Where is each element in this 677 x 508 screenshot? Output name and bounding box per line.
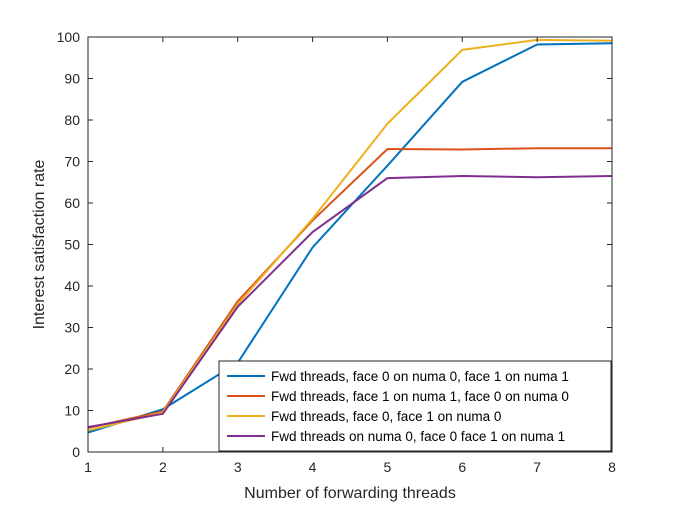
x-tick-label: 1 [84,459,92,475]
y-tick-label: 90 [64,71,80,87]
y-axis-label: Interest satisfaction rate [31,159,48,329]
y-tick-label: 100 [57,29,81,45]
legend-box [218,360,612,452]
x-tick-label: 2 [159,459,167,475]
legend: Fwd threads, face 0 on numa 0, face 1 on… [218,360,612,452]
legend-label-2: Fwd threads, face 1 on numa 1, face 0 on… [271,389,569,404]
series-layer [87,38,613,434]
y-tick-label: 60 [64,195,80,211]
x-tick-label: 3 [234,459,242,475]
x-tick-label: 5 [384,459,392,475]
x-axis-label: Number of forwarding threads [244,485,456,502]
legend-label-4: Fwd threads on numa 0, face 0 face 1 on … [271,429,565,444]
series-line-1 [87,42,613,434]
x-tick-label: 7 [533,459,541,475]
y-tick-label: 40 [64,278,80,294]
y-tick-label: 0 [72,444,80,460]
y-tick-label: 50 [64,237,80,253]
y-tick-label: 80 [64,112,80,128]
y-tick-label: 10 [64,403,80,419]
legend-label-1: Fwd threads, face 0 on numa 0, face 1 on… [271,369,569,384]
series-line-4 [87,175,613,429]
x-tick-label: 6 [458,459,466,475]
x-tick-label: 8 [608,459,616,475]
y-tick-label: 70 [64,154,80,170]
y-tick-label: 30 [64,320,80,336]
x-tick-label: 4 [309,459,317,475]
y-tick-label: 20 [64,361,80,377]
legend-label-3: Fwd threads, face 0, face 1 on numa 0 [271,409,501,424]
